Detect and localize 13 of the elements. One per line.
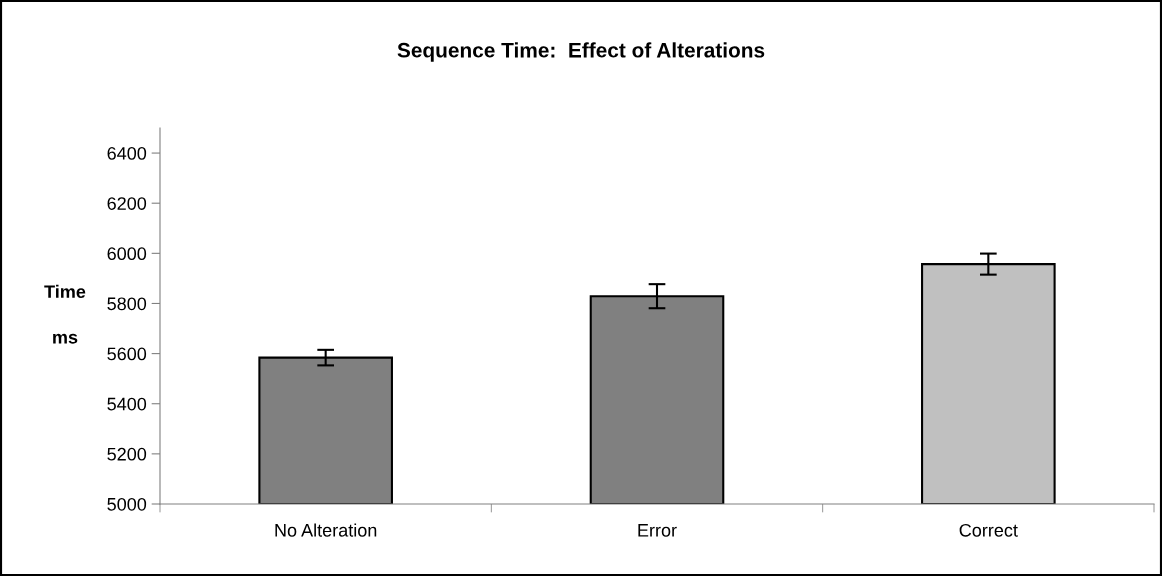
chart-title: Sequence Time: Effect of Alterations: [397, 42, 765, 62]
y-tick-label: 5000: [107, 497, 147, 511]
y-tick-label: 6400: [107, 147, 147, 160]
y-tick-label: 5400: [107, 397, 147, 411]
y-tick-label: 5200: [107, 447, 147, 461]
y-tick-label: 6200: [107, 197, 147, 210]
y-tick-label: 5600: [107, 347, 147, 361]
x-tick-label: Error: [638, 524, 677, 537]
x-tick-label: Correct: [959, 523, 1018, 537]
y-tick-label: 5800: [107, 297, 147, 311]
x-tick-label: No Alteration: [275, 523, 377, 537]
text: Time ms: [44, 284, 86, 344]
y-tick-label: 6000: [107, 247, 147, 261]
